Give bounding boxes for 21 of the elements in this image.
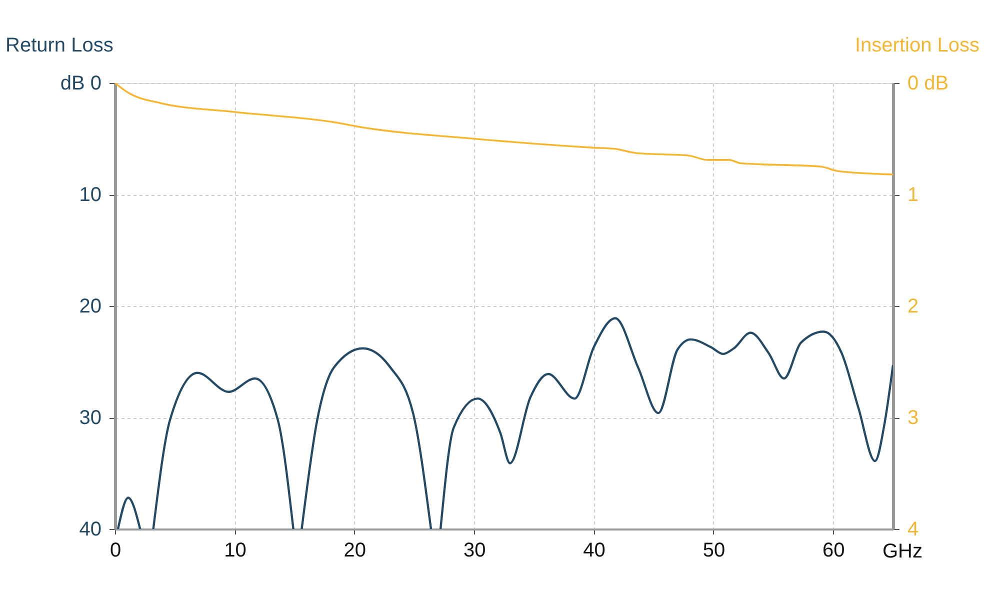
y-tick-label: 20 bbox=[79, 296, 102, 318]
x-tick-label: 50 bbox=[702, 540, 726, 562]
y2-tick-label: 3 bbox=[908, 407, 919, 429]
x-axis-title: GHz bbox=[882, 540, 922, 562]
y-tick-label: dB 0 bbox=[60, 72, 102, 94]
y2-tick-label: 2 bbox=[908, 296, 919, 318]
x-tick-label: 60 bbox=[822, 540, 845, 562]
x-tick-label: 0 bbox=[110, 540, 122, 562]
x-tick-label: 20 bbox=[344, 540, 366, 562]
y2-axis-title: Insertion Loss bbox=[854, 34, 980, 56]
y-tick-label: 40 bbox=[79, 518, 102, 540]
line-series bbox=[115, 83, 893, 176]
y-axis-title: Return Loss bbox=[6, 34, 114, 56]
y2-tick-label: 1 bbox=[908, 184, 919, 206]
y-tick-label: 30 bbox=[79, 407, 102, 429]
y2-tick-label: 0 dB bbox=[908, 72, 949, 94]
y2-tick-label: 4 bbox=[908, 518, 919, 540]
y-tick-label: 10 bbox=[79, 184, 102, 206]
x-tick-label: 10 bbox=[224, 540, 246, 562]
x-tick-label: 40 bbox=[583, 540, 606, 562]
x-tick-label: 30 bbox=[463, 540, 486, 562]
